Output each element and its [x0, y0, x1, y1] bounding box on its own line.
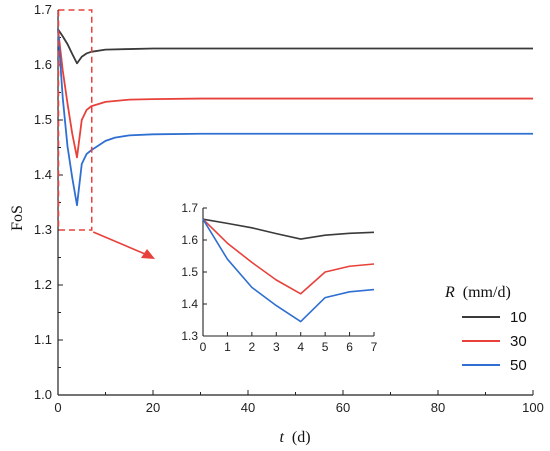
y-axis-label: FoS	[9, 205, 26, 231]
inset-y-tick-label: 1.5	[181, 265, 198, 279]
x-tick-label: 20	[146, 400, 160, 415]
inset-x-tick-label: 7	[371, 340, 378, 354]
zoom-rectangle	[57, 9, 93, 231]
zoom-highlight-box	[57, 9, 93, 231]
zoom-arrow-head	[141, 249, 155, 259]
series-line-50	[57, 29, 533, 207]
y-tick-label: 1.5	[34, 112, 52, 127]
y-tick-label: 1.0	[34, 387, 52, 402]
zoom-arrow-shaft	[92, 231, 146, 255]
inset-series-line-10	[202, 218, 375, 240]
inset-x-tick-label: 6	[346, 340, 353, 354]
inset-y-tick-label: 1.3	[181, 329, 198, 343]
inset-y-tick-label: 1.4	[181, 297, 198, 311]
zoom-arrow	[92, 231, 155, 259]
legend-label-30: 30	[510, 333, 527, 350]
y-tick-label: 1.6	[34, 57, 52, 72]
series-line-10	[57, 28, 533, 65]
x-axis-label: t (d)	[279, 429, 310, 446]
x-tick-label: 0	[54, 400, 61, 415]
series-line-30	[57, 29, 533, 159]
inset-x-tick-label: 4	[297, 340, 304, 354]
legend-title: R (mm/d)	[444, 284, 511, 301]
inset-y-tick-label: 1.6	[181, 233, 198, 247]
y-tick-label: 1.7	[34, 2, 52, 17]
y-tick-label: 1.3	[34, 222, 52, 237]
inset-plot-area: 0 1 2 3 4 5 6 7 1.3 1.4 1.5 1.6 1.7	[155, 196, 380, 356]
inset-background	[155, 196, 380, 356]
x-tick-label: 60	[336, 400, 350, 415]
y-tick-label: 1.4	[34, 167, 52, 182]
x-tick-label: 100	[522, 400, 544, 415]
inset-x-tick-label: 2	[249, 340, 256, 354]
inset-series-line-30	[202, 218, 375, 295]
inset-y-tick-label: 1.7	[181, 201, 198, 215]
inset-x-tick-label: 0	[200, 340, 207, 354]
y-tick-label: 1.2	[34, 277, 52, 292]
legend-title-var: R	[444, 284, 455, 301]
inset-x-tick-label: 1	[224, 340, 231, 354]
legend-title-unit: (mm/d)	[463, 284, 511, 301]
x-tick-label: 80	[431, 400, 445, 415]
inset-x-tick-label: 3	[273, 340, 280, 354]
inset-x-tick-label: 5	[322, 340, 329, 354]
inset-series-line-50	[202, 218, 375, 323]
legend: R (mm/d) 10 30 50	[444, 284, 527, 374]
legend-label-50: 50	[510, 357, 527, 374]
legend-label-10: 10	[510, 309, 527, 326]
x-tick-label: 40	[241, 400, 255, 415]
x-axis-label-unit: (d)	[292, 429, 311, 446]
x-axis-label-var: t	[279, 429, 284, 446]
y-tick-label: 1.1	[34, 332, 52, 347]
